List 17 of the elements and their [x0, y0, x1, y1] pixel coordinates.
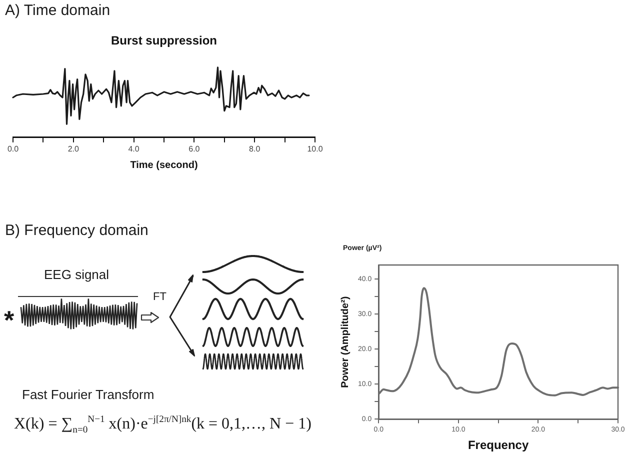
x-tick-label: 10.0	[307, 144, 324, 154]
x-tick-label: 2.0	[68, 144, 80, 154]
x-tick-label: 0.0	[7, 144, 20, 154]
text: EEG signal	[44, 267, 110, 283]
text: A) Time domain	[5, 2, 110, 20]
text: X(k) = ∑$_{n=0}$$^{N−1}$ x(n)·e$^{−j[2π/N]nk}$(k = 0,1,…, N − 1)	[14, 414, 312, 436]
x-tick-label: 4.0	[128, 144, 140, 154]
x-tick-label: 8.0	[249, 144, 261, 154]
text: B) Frequency domain	[5, 222, 148, 240]
text: *	[4, 305, 14, 336]
x-tick-label: 6.0	[188, 144, 200, 154]
chart-title: Burst suppression	[110, 34, 218, 48]
x-axis-title: Time (second)	[130, 160, 198, 171]
text: FT	[153, 291, 166, 304]
x-axis-title: Frequency	[468, 438, 529, 452]
text: Fast Fourier Transform	[22, 387, 154, 403]
y-axis-title: Power (Amplitude²)	[340, 296, 351, 388]
